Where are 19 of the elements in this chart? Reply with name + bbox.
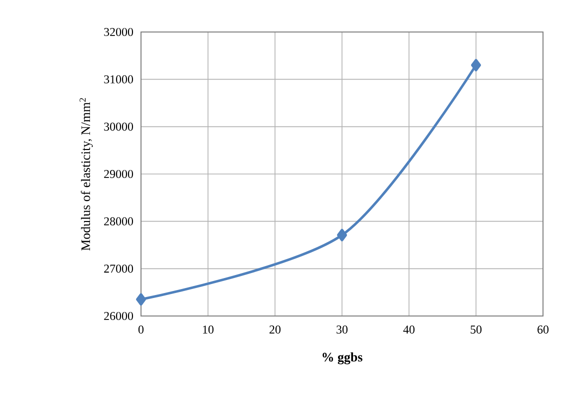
y-tick-label: 31000	[104, 75, 134, 84]
x-tick-label: 40	[403, 326, 415, 334]
point	[136, 293, 146, 306]
point	[471, 58, 482, 72]
y-tick-label: 29000	[104, 170, 134, 178]
x-tick-label: 50	[470, 326, 482, 334]
y-tick-label: 26000	[104, 312, 134, 320]
x-tick-label: 30	[336, 326, 348, 334]
x-tick-label: 60	[538, 326, 549, 334]
x-tick-label: 10	[203, 326, 214, 334]
x-tick-label: 0	[138, 326, 144, 334]
y-tick-label: 28000	[104, 217, 134, 226]
y-axis-title: Modulus of elasticity, N/mm$^{2}$	[80, 98, 93, 251]
x-tick-label: 20	[270, 326, 281, 334]
x-axis-title: % ggbs	[322, 352, 362, 364]
y-tick-label: 30000	[104, 122, 134, 131]
point	[337, 228, 348, 242]
y-tick-label: 27000	[104, 264, 134, 273]
y-tick-label: 32000	[104, 28, 134, 36]
